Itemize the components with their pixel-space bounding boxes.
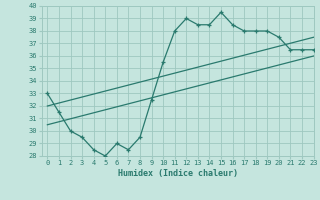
X-axis label: Humidex (Indice chaleur): Humidex (Indice chaleur) (118, 169, 237, 178)
